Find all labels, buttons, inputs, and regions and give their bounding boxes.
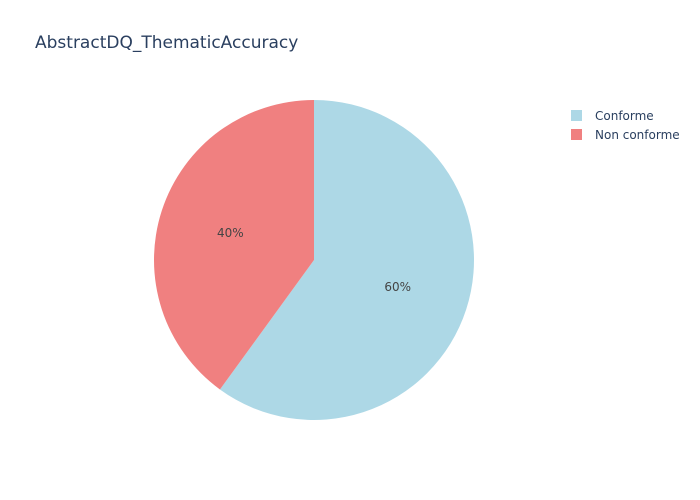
- pie-slice-non-conforme[interactable]: [154, 100, 314, 390]
- slice-label-non-conforme: 40%: [217, 226, 244, 240]
- chart-title: AbstractDQ_ThematicAccuracy: [35, 33, 299, 53]
- legend-label-conforme: Conforme: [595, 108, 654, 123]
- legend-item-conforme[interactable]: Conforme: [571, 106, 680, 125]
- legend-swatch-conforme: [571, 110, 582, 121]
- pie-slice-conforme[interactable]: [219, 100, 475, 420]
- legend: Conforme Non conforme: [571, 106, 680, 144]
- legend-label-non-conforme: Non conforme: [595, 127, 680, 142]
- legend-swatch-non-conforme: [571, 129, 582, 140]
- slice-label-conforme: 60%: [384, 280, 411, 294]
- legend-item-non-conforme[interactable]: Non conforme: [571, 125, 680, 144]
